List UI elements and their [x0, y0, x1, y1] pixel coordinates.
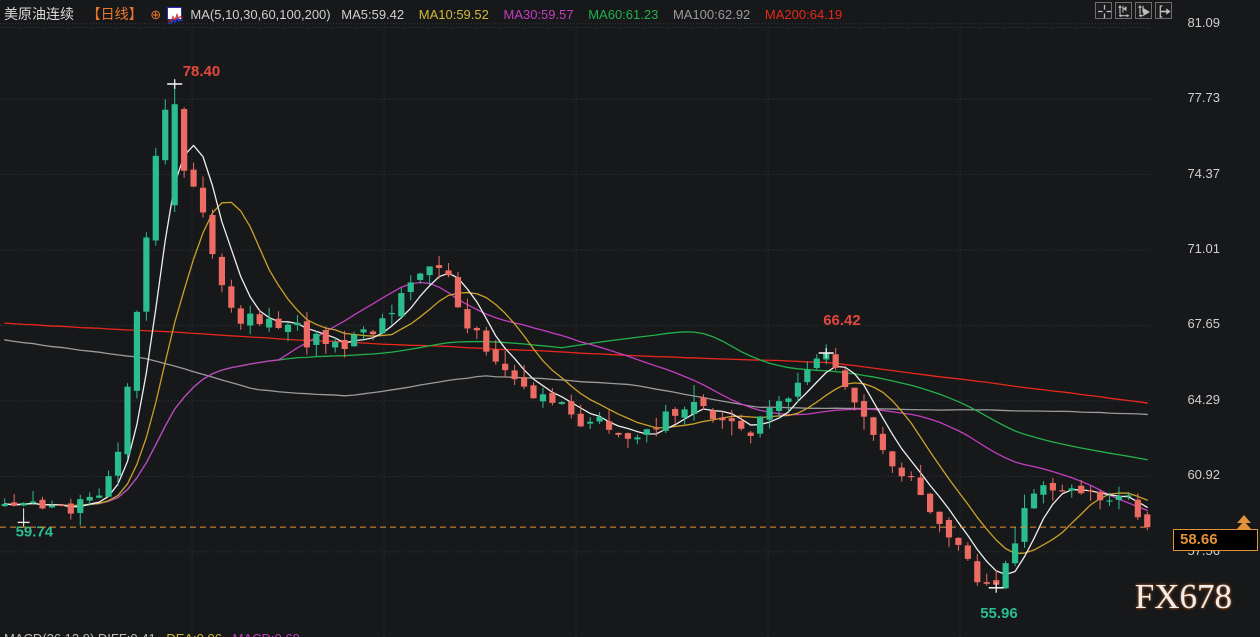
svg-text:78.40: 78.40 [183, 63, 221, 80]
svg-text:59.74: 59.74 [16, 523, 54, 540]
svg-text:66.42: 66.42 [823, 312, 861, 329]
svg-text:55.96: 55.96 [980, 605, 1018, 622]
